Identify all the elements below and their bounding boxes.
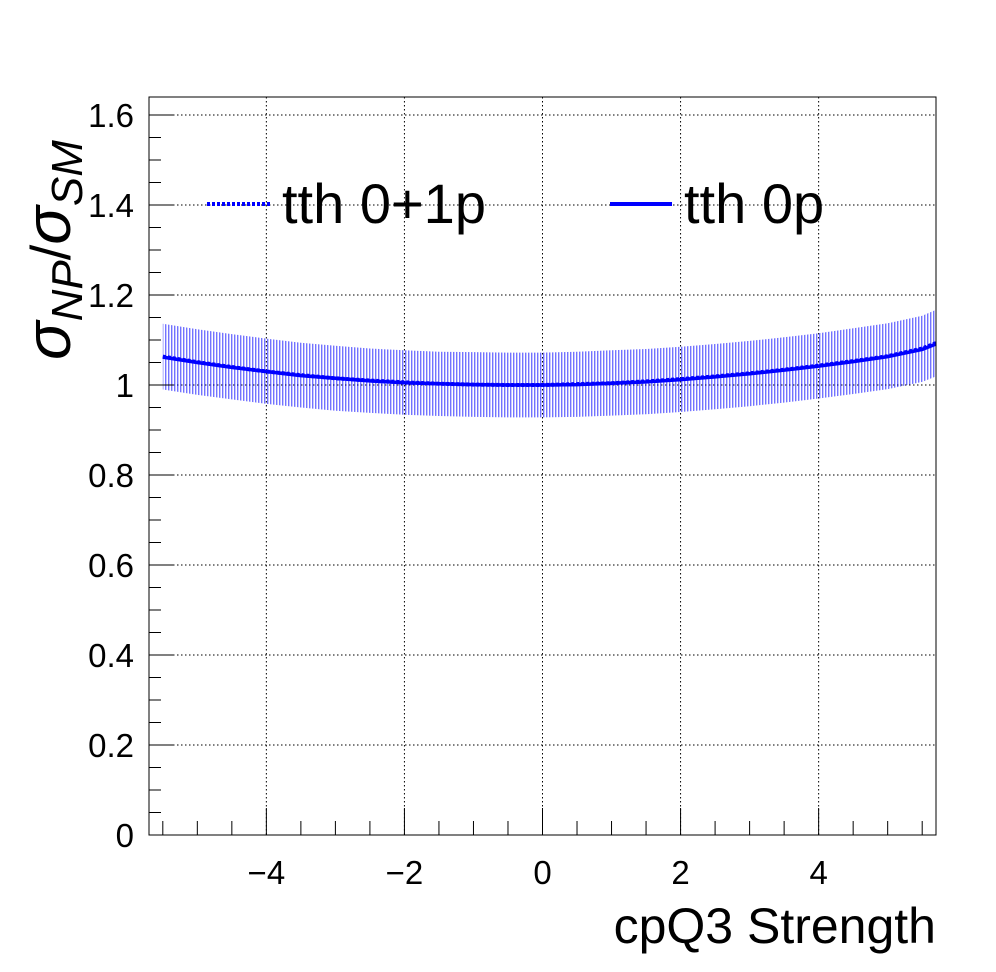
tick-labels: −4 −2 0 2 4 0 0.2 0.4 0.6 0.8 1 1.2 1.4 1.6 [88, 97, 828, 891]
y-axis-slash: / [19, 244, 82, 260]
legend-label-tth-0-1p: tth 0+1p [282, 172, 486, 235]
uncertainty-band [162, 309, 937, 418]
y-tick-label-6: 1.2 [88, 277, 134, 314]
y-tick-label-8: 1.6 [88, 97, 134, 134]
y-tick-label-1: 0.2 [88, 727, 134, 764]
y-tick-label-7: 1.4 [88, 187, 134, 224]
legend-label-tth-0p: tth 0p [684, 172, 824, 235]
uncertainty-band-area [162, 309, 937, 418]
x-tick-label-4: 4 [809, 854, 827, 891]
x-tick-label-2: 0 [533, 854, 551, 891]
x-tick-label-1: −2 [386, 854, 424, 891]
y-axis-sub-sm: SM [43, 140, 92, 206]
y-tick-label-2: 0.4 [88, 637, 134, 674]
y-axis-sigma-numerator: σ [12, 319, 84, 360]
x-axis-title: cpQ3 Strength [614, 898, 936, 954]
x-tick-label-3: 2 [671, 854, 689, 891]
y-tick-label-3: 0.6 [88, 547, 134, 584]
x-tick-label-0: −4 [248, 854, 286, 891]
y-axis-title: σNP/σSM [12, 140, 92, 360]
series-line-1 [162, 342, 937, 387]
axis-ticks [149, 114, 923, 836]
y-tick-label-0: 0 [116, 817, 134, 854]
y-axis-sub-np: NP [43, 260, 92, 322]
y-tick-label-4: 0.8 [88, 457, 134, 494]
legend: tth 0+1p tth 0p [207, 172, 824, 235]
series-lines [162, 341, 937, 387]
y-axis-sigma-denominator: σ [12, 204, 84, 245]
y-tick-label-5: 1 [116, 367, 134, 404]
